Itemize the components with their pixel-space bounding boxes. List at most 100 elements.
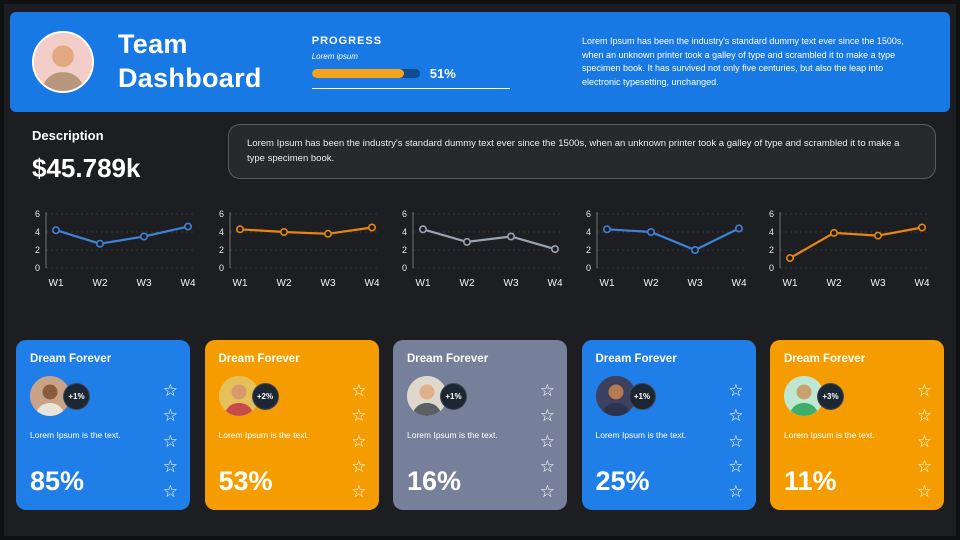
star-icon: ☆ [916, 406, 932, 426]
svg-text:4: 4 [218, 227, 223, 237]
star-icon: ☆ [539, 431, 555, 451]
card-title: Dream Forever [784, 353, 866, 365]
star-icon: ☆ [351, 431, 367, 451]
card-percent: 16% [407, 466, 462, 496]
rating-stars[interactable]: ☆ ☆ ☆ ☆ ☆ [351, 382, 366, 500]
weekly-line-chart: 0 2 4 6 W1 W2 W3 W4 [393, 206, 567, 298]
svg-text:W1: W1 [783, 278, 798, 289]
rating-stars[interactable]: ☆ ☆ ☆ ☆ ☆ [917, 382, 932, 500]
star-icon: ☆ [162, 381, 178, 400]
weekly-line-chart: 0 2 4 6 W1 W2 W3 W4 [210, 206, 384, 298]
progress-bar-fill [311, 69, 404, 78]
svg-text:6: 6 [218, 209, 223, 219]
svg-text:W1: W1 [49, 278, 64, 289]
card-percent: 53% [218, 466, 273, 496]
star-icon: ☆ [162, 406, 178, 426]
star-icon: ☆ [728, 482, 744, 501]
star-icon: ☆ [916, 456, 932, 476]
svg-text:0: 0 [35, 263, 40, 273]
svg-text:6: 6 [769, 209, 774, 219]
title-line-1: Team [118, 29, 188, 60]
svg-text:4: 4 [769, 227, 774, 237]
star-icon: ☆ [351, 406, 367, 426]
weekly-line-chart: 0 2 4 6 W1 W2 W3 W4 [760, 206, 934, 298]
svg-text:W2: W2 [460, 278, 475, 289]
team-card: Dream Forever +3% Lorem Ipsum is the tex… [770, 340, 944, 510]
card-avatar-row: +1% [407, 376, 553, 416]
svg-text:6: 6 [35, 209, 40, 219]
star-icon: ☆ [351, 381, 367, 400]
star-icon: ☆ [728, 381, 744, 400]
card-text: Lorem Ipsum is the text. [784, 430, 875, 440]
svg-text:0: 0 [585, 263, 590, 273]
star-icon: ☆ [539, 482, 555, 501]
star-icon: ☆ [162, 456, 178, 476]
star-icon: ☆ [728, 406, 744, 426]
svg-text:W3: W3 [504, 278, 519, 289]
svg-text:W3: W3 [871, 278, 886, 289]
weekly-line-chart: 0 2 4 6 W1 W2 W3 W4 [577, 206, 751, 298]
star-icon: ☆ [728, 456, 744, 476]
star-icon: ☆ [539, 381, 555, 400]
svg-text:W2: W2 [276, 278, 291, 289]
svg-text:W1: W1 [232, 278, 247, 289]
growth-badge: +1% [440, 382, 467, 410]
svg-text:6: 6 [585, 209, 590, 219]
progress-section: PROGRESS Lorem ipsum 51% [311, 35, 514, 89]
weekly-line-chart: 0 2 4 6 W1 W2 W3 W4 [26, 206, 200, 298]
star-icon: ☆ [728, 431, 744, 451]
card-title: Dream Forever [30, 353, 112, 365]
star-icon: ☆ [162, 431, 178, 451]
card-text: Lorem Ipsum is the text. [407, 430, 498, 440]
card-title: Dream Forever [407, 353, 489, 365]
description-note: Lorem Ipsum has been the industry's stan… [228, 124, 936, 180]
svg-text:2: 2 [769, 245, 774, 255]
user-avatar [32, 31, 94, 93]
card-percent: 25% [595, 466, 650, 496]
svg-text:4: 4 [35, 227, 40, 237]
star-icon: ☆ [351, 482, 367, 501]
team-card: Dream Forever +1% Lorem Ipsum is the tex… [581, 340, 756, 510]
card-title: Dream Forever [218, 353, 300, 365]
card-percent: 11% [784, 466, 837, 496]
svg-text:W3: W3 [687, 278, 702, 289]
growth-badge: +3% [817, 382, 844, 410]
svg-text:W2: W2 [93, 278, 108, 289]
card-title: Dream Forever [595, 353, 677, 365]
page-title: Team Dashboard [118, 28, 262, 96]
member-avatar [784, 376, 824, 416]
star-icon: ☆ [162, 482, 178, 501]
star-icon: ☆ [916, 431, 932, 451]
dashboard-slide: Team Dashboard PROGRESS Lorem ipsum 51% … [4, 4, 956, 536]
svg-text:W3: W3 [137, 278, 152, 289]
svg-text:W2: W2 [827, 278, 842, 289]
svg-text:0: 0 [769, 263, 774, 273]
svg-text:0: 0 [402, 263, 407, 273]
svg-text:W2: W2 [643, 278, 658, 289]
svg-text:W3: W3 [320, 278, 335, 289]
svg-text:2: 2 [402, 245, 407, 255]
svg-text:4: 4 [585, 227, 590, 237]
rating-stars[interactable]: ☆ ☆ ☆ ☆ ☆ [728, 382, 743, 500]
card-avatar-row: +2% [218, 376, 365, 416]
rating-stars[interactable]: ☆ ☆ ☆ ☆ ☆ [163, 382, 178, 500]
svg-text:W1: W1 [599, 278, 614, 289]
progress-label: PROGRESS [311, 35, 383, 47]
svg-text:W1: W1 [416, 278, 431, 289]
card-text: Lorem Ipsum is the text. [595, 430, 687, 440]
svg-text:6: 6 [402, 209, 407, 219]
star-icon: ☆ [916, 482, 932, 501]
svg-text:0: 0 [218, 263, 223, 273]
header-banner: Team Dashboard PROGRESS Lorem ipsum 51% … [10, 12, 950, 112]
svg-text:W4: W4 [915, 278, 930, 289]
cards-row: Dream Forever +1% Lorem Ipsum is the tex… [16, 340, 944, 510]
star-icon: ☆ [351, 456, 367, 476]
svg-text:2: 2 [218, 245, 223, 255]
svg-text:W4: W4 [548, 278, 563, 289]
team-card: Dream Forever +1% Lorem Ipsum is the tex… [393, 340, 567, 510]
progress-value: 51% [429, 66, 456, 81]
card-text: Lorem Ipsum is the text. [218, 430, 310, 440]
description-label: Description [32, 128, 104, 143]
progress-underline [311, 88, 510, 89]
rating-stars[interactable]: ☆ ☆ ☆ ☆ ☆ [540, 382, 555, 500]
